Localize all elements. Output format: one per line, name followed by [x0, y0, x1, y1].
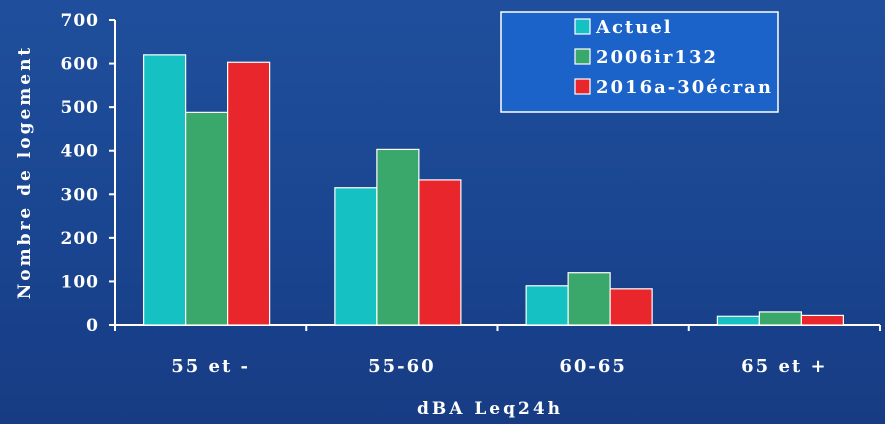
- y-tick-label: 0: [86, 316, 99, 336]
- y-axis-title: Nombre de logement: [15, 45, 35, 300]
- y-tick-label: 200: [61, 229, 100, 249]
- x-axis: 55 et - 55-60 60-65 65 et +: [114, 324, 881, 377]
- bar-actuel-2: [525, 285, 569, 326]
- x-axis-title: dBA Leq24h: [417, 399, 563, 419]
- x-tick-label: 60-65: [559, 356, 627, 377]
- bar-2006ir132-1: [376, 148, 420, 326]
- bar-2006ir132-0: [185, 111, 229, 326]
- legend-label: 2016a-30écran: [596, 77, 773, 98]
- y-tick-label: 500: [61, 98, 100, 118]
- legend-swatch: [574, 78, 591, 95]
- bar-actuel-0: [143, 54, 187, 326]
- y-tick-label: 300: [61, 185, 100, 205]
- bar-actuel-1: [334, 187, 378, 326]
- bar-2016a-30-cran-3: [800, 314, 844, 326]
- legend-box: [500, 11, 779, 113]
- bar-2006ir132-3: [758, 311, 802, 326]
- y-tick-label: 100: [61, 272, 100, 292]
- y-axis: 0 100 200 300 400 500 600 700: [61, 11, 116, 336]
- legend: Actuel 2006ir132 2016a-30écran: [500, 11, 779, 113]
- legend-swatch: [574, 18, 591, 35]
- bar-2016a-30-cran-2: [609, 288, 653, 326]
- legend-label: 2006ir132: [596, 47, 718, 68]
- bar-2006ir132-2: [567, 272, 611, 326]
- y-tick-label: 700: [61, 11, 100, 31]
- bar-2016a-30-cran-0: [227, 61, 271, 326]
- x-tick-label: 55 et -: [171, 356, 250, 377]
- bar-actuel-3: [716, 315, 760, 326]
- bar-2016a-30-cran-1: [418, 179, 462, 326]
- legend-label: Actuel: [595, 17, 673, 38]
- y-tick-label: 400: [61, 142, 100, 162]
- bars: [143, 54, 844, 326]
- x-tick-label: 55-60: [368, 356, 436, 377]
- y-tick-label: 600: [61, 55, 100, 75]
- legend-swatch: [574, 48, 591, 65]
- x-tick-label: 65 et +: [741, 356, 827, 377]
